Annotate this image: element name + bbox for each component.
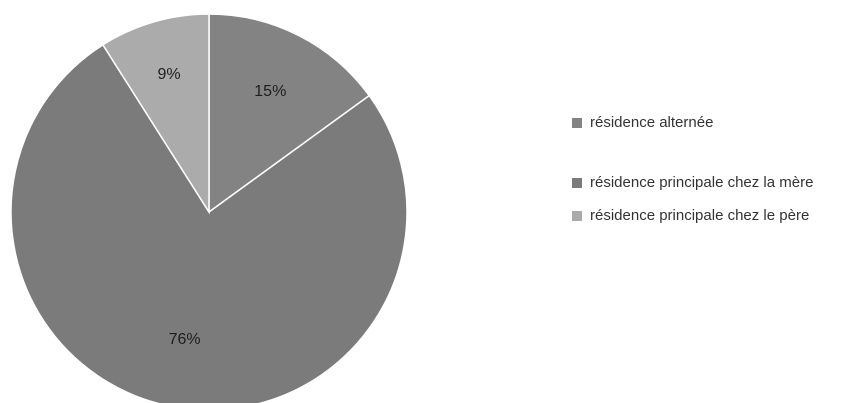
pie-slices [10,13,408,403]
data-label-residence-pere: 9% [158,66,181,83]
pie-slice-residence-pere [101,13,210,215]
data-label-residence-mere: 76% [169,331,201,348]
legend-item-residence-alternee: résidence alternée [572,112,862,134]
pie-slice-residence-mere [10,43,408,403]
legend-item-residence-pere: résidence principale chez le père [572,205,862,227]
data-label-residence-alternee: 15% [254,83,286,100]
legend-label-residence-alternee: résidence alternée [590,114,714,131]
legend-item-residence-mere: résidence principale chez la mère [572,172,862,194]
legend-swatch-residence-mere [572,178,582,188]
legend-swatch-residence-pere [572,211,582,221]
legend-label-residence-pere: résidence principale chez le père [590,207,810,224]
chart-legend: résidence alternée résidence principale … [572,112,862,227]
pie-slice-residence-alternee [208,13,371,214]
pie-data-labels: 15% 76% 9% [158,66,287,348]
legend-swatch-residence-alternee [572,118,582,128]
legend-label-residence-mere: résidence principale chez la mère [590,174,814,191]
